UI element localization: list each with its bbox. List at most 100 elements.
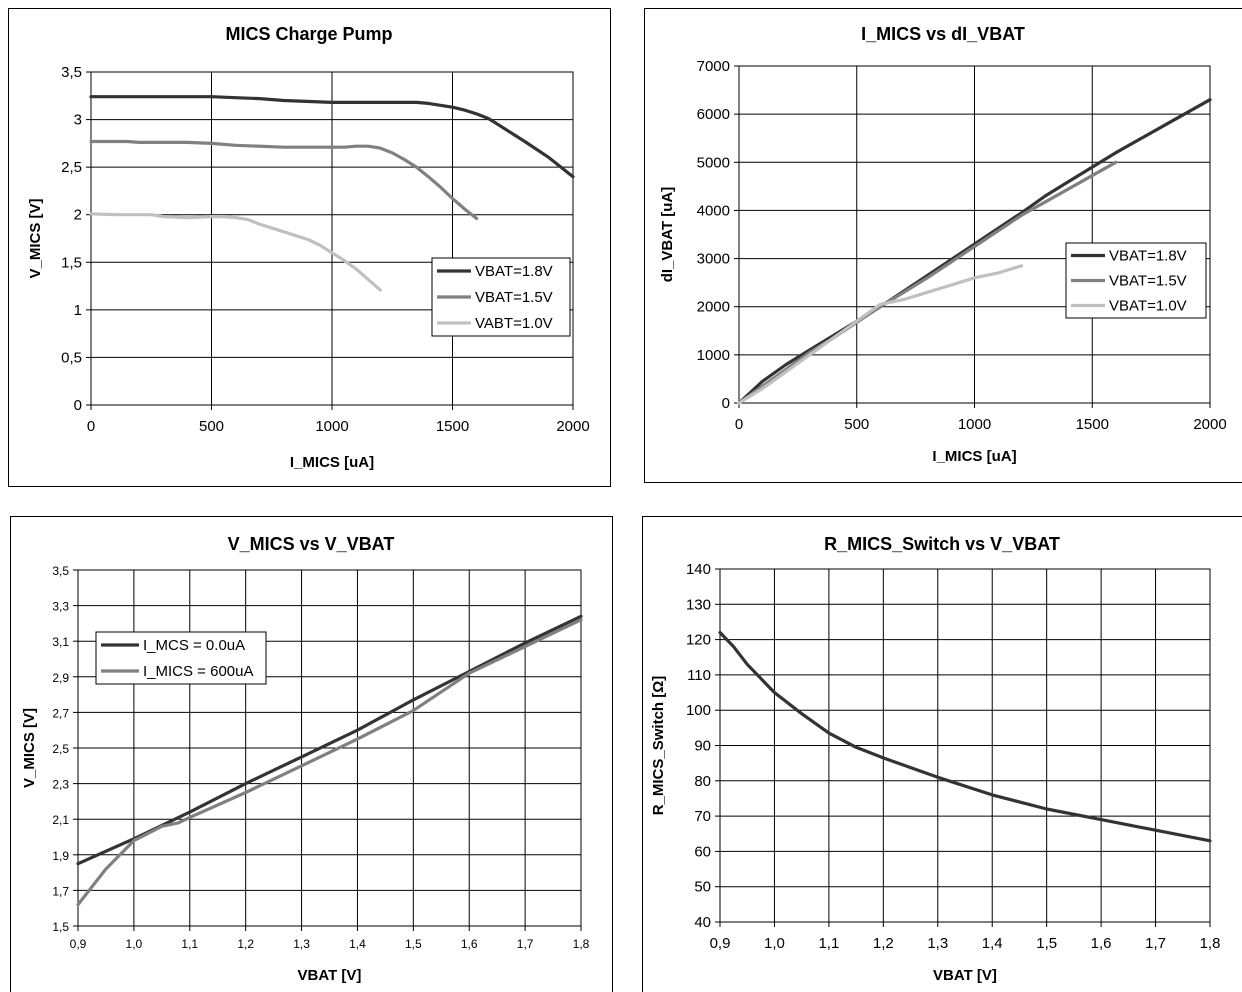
y-tick-label: 1,7 <box>52 884 69 898</box>
y-tick-label: 2,7 <box>52 706 69 720</box>
y-tick-label: 2,9 <box>52 671 69 685</box>
x-tick-label: 1,7 <box>517 937 534 951</box>
x-tick-label: 1,6 <box>1091 935 1112 952</box>
x-tick-label: 1,8 <box>573 937 590 951</box>
y-tick-label: 6000 <box>697 106 730 123</box>
plot-area <box>719 568 1211 923</box>
legend: VBAT=1.8V VBAT=1.5V VABT=1.0V <box>431 257 571 337</box>
series-line-1 <box>718 630 1212 843</box>
y-tick-label: 1,5 <box>61 254 82 271</box>
series-line-3 <box>89 212 382 292</box>
y-axis-label: dI_VBAT [uA] <box>659 187 676 283</box>
chart-2: I_MICS vs dI_VBAT 0 500 1000 1500 2000 0 1000 20… <box>644 8 1242 483</box>
y-tick-label: 1,5 <box>52 920 69 934</box>
x-tick-label: 1,1 <box>818 935 839 952</box>
legend-box <box>95 631 267 685</box>
y-tick-label: 70 <box>694 808 711 825</box>
x-tick-label: 500 <box>199 418 224 435</box>
x-tick-label: 1,8 <box>1200 935 1221 952</box>
legend-label: VBAT=1.5V <box>475 289 553 306</box>
legend-label: VBAT=1.8V <box>475 263 553 280</box>
series-line-1 <box>737 98 1212 405</box>
x-tick-label: 1,0 <box>126 937 143 951</box>
y-tick-label: 2,5 <box>52 742 69 756</box>
x-tick-label: 1,5 <box>405 937 422 951</box>
chart-title: I_MICS vs dI_VBAT <box>861 24 1025 44</box>
y-tick-label: 1 <box>74 302 82 319</box>
x-tick-label: 1,4 <box>349 937 366 951</box>
y-tick-label: 40 <box>694 914 711 931</box>
y-tick-label: 130 <box>686 596 711 613</box>
y-tick-label: 3,1 <box>52 635 69 649</box>
plot-area <box>90 71 574 406</box>
y-tick-label: 2,1 <box>52 813 69 827</box>
x-tick-label: 1,3 <box>927 935 948 952</box>
x-tick-label: 0 <box>735 416 743 433</box>
x-tick-label: 1,2 <box>873 935 894 952</box>
x-tick-label: 2000 <box>556 418 589 435</box>
y-tick-label: 100 <box>686 702 711 719</box>
y-tick-label: 4000 <box>697 202 730 219</box>
chart-frame <box>10 516 613 992</box>
chart-frame <box>8 8 611 487</box>
y-tick-label: 0 <box>74 397 82 414</box>
y-tick-label: 3,5 <box>61 64 82 81</box>
series-line-2 <box>737 160 1118 405</box>
x-axis-label: VBAT [V] <box>298 967 362 984</box>
chart-4: R_MICS_Switch vs V_VBAT 0,9 1,0 1,1 1,2 1,3 1,… <box>642 516 1242 992</box>
y-tick-label: 7000 <box>697 58 730 75</box>
series-line-2 <box>89 139 479 221</box>
x-tick-label: 0 <box>87 418 95 435</box>
x-tick-label: 2000 <box>1193 416 1226 433</box>
x-tick-label: 1,3 <box>293 937 310 951</box>
y-tick-label: 3,5 <box>52 564 69 578</box>
x-tick-label: 1,0 <box>764 935 785 952</box>
chart-frame <box>642 516 1242 992</box>
y-axis-label: V_MICS [V] <box>21 708 38 788</box>
y-tick-label: 110 <box>687 667 711 684</box>
series-line-3 <box>737 264 1024 405</box>
chart-title: R_MICS_Switch vs V_VBAT <box>824 534 1060 554</box>
x-tick-label: 1,7 <box>1145 935 1166 952</box>
x-tick-label: 0,9 <box>710 935 731 952</box>
x-axis-label: VBAT [V] <box>933 967 997 984</box>
y-tick-label: 3,3 <box>52 600 69 614</box>
x-tick-label: 1,2 <box>237 937 254 951</box>
series-line-1 <box>89 95 575 179</box>
x-tick-label: 500 <box>844 416 869 433</box>
legend: VBAT=1.8V VBAT=1.5V VBAT=1.0V <box>1065 242 1207 319</box>
y-axis-label: V_MICS [V] <box>27 198 44 278</box>
y-tick-label: 3000 <box>697 251 730 268</box>
y-tick-label: 0 <box>722 395 730 412</box>
x-tick-label: 1000 <box>315 418 348 435</box>
y-tick-label: 2000 <box>697 299 730 316</box>
x-axis-label: I_MICS [uA] <box>932 448 1016 465</box>
y-tick-label: 1,9 <box>52 849 69 863</box>
chart-title: V_MICS vs V_VBAT <box>228 534 395 554</box>
plot-area <box>738 65 1211 404</box>
y-tick-label: 90 <box>694 738 711 755</box>
x-tick-label: 1,4 <box>982 935 1003 952</box>
chart-3: V_MICS vs V_VBAT 0,9 1,0 1,1 1,2 1,3 1,4 1,5 1,6… <box>10 516 613 992</box>
y-tick-label: 2,5 <box>61 159 82 176</box>
series-line-2 <box>76 618 583 907</box>
x-tick-label: 1500 <box>1076 416 1109 433</box>
y-tick-label: 2 <box>74 207 82 224</box>
y-tick-label: 5000 <box>697 154 730 171</box>
y-tick-label: 2,3 <box>52 778 69 792</box>
y-tick-label: 0,5 <box>61 349 82 366</box>
x-axis-label: I_MICS [uA] <box>290 454 374 471</box>
y-axis-label: R_MICS_Switch [Ω] <box>650 676 667 816</box>
legend-label: VBAT=1.8V <box>1109 248 1187 265</box>
x-tick-label: 1500 <box>436 418 469 435</box>
x-tick-label: 1,5 <box>1036 935 1057 952</box>
chart-1: MICS Charge Pump 0 500 1000 1500 2000 0 0,5 1 1,5… <box>8 8 611 487</box>
x-tick-label: 1,6 <box>461 937 478 951</box>
y-tick-label: 50 <box>694 879 711 896</box>
legend-label: VABT=1.0V <box>475 315 553 332</box>
y-tick-label: 1000 <box>697 347 730 364</box>
x-tick-label: 1,1 <box>181 937 198 951</box>
y-tick-label: 120 <box>686 632 711 649</box>
chart-title: MICS Charge Pump <box>225 24 392 44</box>
